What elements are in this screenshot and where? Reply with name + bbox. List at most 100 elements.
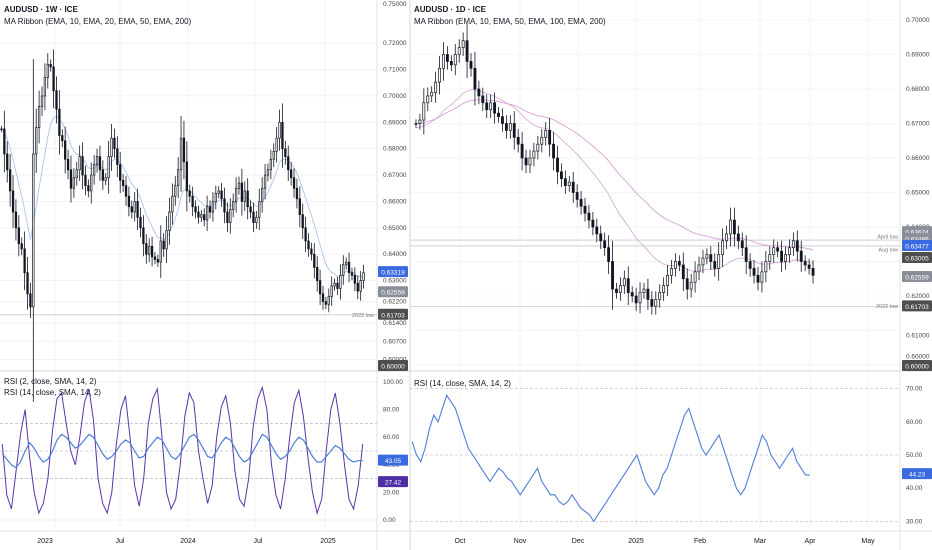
- left-candle: [66, 149, 70, 180]
- left-candle: [249, 200, 252, 219]
- right-time-label: 2025: [628, 538, 644, 545]
- left-candle-body: [95, 156, 99, 165]
- left-candle-body: [72, 177, 76, 189]
- left-candle: [139, 207, 142, 238]
- right-candle: [713, 253, 717, 277]
- left-time-label: Jul: [116, 538, 125, 545]
- right-candle-body: [713, 261, 717, 269]
- left-candle-body: [133, 201, 136, 213]
- right-price-tick: 0.62000: [906, 293, 930, 300]
- left-candle-body: [81, 156, 84, 176]
- left-candle-body: [0, 128, 3, 131]
- left-candle: [168, 197, 171, 245]
- right-price-tick: 0.65000: [906, 190, 930, 197]
- right-candle: [508, 115, 512, 139]
- left-rsi14-label: RSI (14, close, SMA, 14, 2): [4, 388, 101, 397]
- right-rsi-line: [411, 394, 810, 523]
- right-candle-body: [532, 150, 536, 159]
- left-candle: [292, 168, 296, 198]
- right-price-badge: 0.61703: [905, 304, 929, 311]
- left-candle-body: [333, 282, 336, 287]
- right-candle-body: [445, 54, 449, 62]
- right-rsi-tick: 40.00: [906, 485, 923, 492]
- right-indicator-label: MA Ribbon (EMA, 10, EMA, 50, EMA, 100, E…: [414, 17, 606, 26]
- left-indicator-label: MA Ribbon (EMA, 10, EMA, 20, EMA, 50, EM…: [4, 17, 192, 26]
- left-price-pane[interactable]: 0.75000 0.72000 0.71000 0.70000 0.69000 0.680…: [0, 0, 408, 531]
- left-candle: [182, 120, 186, 180]
- left-candle-body: [58, 108, 61, 136]
- left-candle-body: [110, 137, 113, 157]
- left-candle-body: [87, 185, 90, 192]
- right-candle: [528, 149, 532, 174]
- left-candle-body: [113, 137, 116, 150]
- right-candle: [575, 184, 579, 208]
- left-candle: [14, 199, 18, 241]
- left-candle: [200, 209, 203, 223]
- right-rsi-pane[interactable]: 70.00 60.00 50.00 40.00 30.00 44.23 Oct Nov Dec 2…: [410, 386, 932, 545]
- left-candle: [145, 234, 148, 264]
- left-candle-body: [226, 211, 229, 223]
- right-candle-body: [662, 285, 666, 293]
- right-candle: [473, 51, 477, 106]
- left-candle-body: [240, 182, 244, 202]
- left-candle: [339, 264, 342, 300]
- right-candle-body: [650, 299, 654, 307]
- right-candle: [461, 32, 465, 56]
- left-candle-body: [182, 137, 186, 163]
- left-candle-body: [61, 135, 64, 142]
- left-candle: [263, 164, 267, 200]
- right-candle-body: [485, 102, 489, 111]
- right-candle: [489, 94, 493, 118]
- left-candle-body: [11, 190, 15, 213]
- right-candle: [556, 145, 559, 185]
- left-price-tick: 0.72000: [383, 40, 407, 47]
- left-candle: [229, 198, 232, 234]
- right-candle-body: [587, 212, 591, 221]
- left-candle-body: [23, 248, 26, 274]
- left-candle-body: [14, 211, 18, 229]
- right-candle-body: [520, 143, 524, 159]
- left-candle: [324, 296, 328, 310]
- right-price-badge-bg: [902, 239, 932, 251]
- right-rsi-badge-bg: [902, 468, 932, 480]
- left-candle-body: [49, 63, 52, 68]
- left-ema-line: [1, 115, 364, 278]
- right-candle: [552, 131, 555, 171]
- left-candle-body: [116, 148, 119, 165]
- left-candle-body: [356, 282, 359, 292]
- right-candle: [799, 240, 803, 272]
- right-candle: [630, 286, 634, 303]
- left-candle-body: [197, 211, 200, 218]
- left-candle: [162, 233, 165, 257]
- left-price-tick: 0.68000: [383, 146, 407, 153]
- left-candle-body: [229, 209, 232, 223]
- left-candle-body: [124, 185, 128, 197]
- left-candle-body: [55, 90, 58, 110]
- left-candle-body: [295, 187, 299, 200]
- left-rsi-pane[interactable]: 100.0080.0060.0040.0020.000.0043.0527.42…: [0, 379, 408, 545]
- left-candle-body: [266, 169, 270, 176]
- left-candle: [165, 216, 168, 264]
- left-candle: [113, 128, 116, 159]
- right-candle-body: [422, 102, 426, 121]
- left-candle-body: [52, 66, 55, 92]
- left-candle: [234, 177, 238, 213]
- right-candle-body: [516, 136, 520, 145]
- left-candle-body: [272, 150, 275, 160]
- left-candle: [55, 76, 58, 124]
- left-candle-body: [26, 272, 29, 295]
- right-candle: [442, 42, 445, 81]
- right-candle: [658, 284, 662, 308]
- left-candle: [130, 200, 133, 219]
- right-candle-body: [803, 261, 807, 266]
- right-candle-body: [685, 278, 689, 290]
- left-candle-body: [84, 174, 87, 186]
- right-candle-body: [689, 281, 693, 290]
- left-candle-body: [145, 243, 148, 255]
- right-candle-body: [438, 67, 441, 83]
- right-candle-body: [524, 157, 528, 166]
- right-candle: [642, 282, 646, 299]
- left-candle: [205, 195, 209, 231]
- left-candle: [52, 49, 55, 109]
- left-candle: [35, 108, 38, 173]
